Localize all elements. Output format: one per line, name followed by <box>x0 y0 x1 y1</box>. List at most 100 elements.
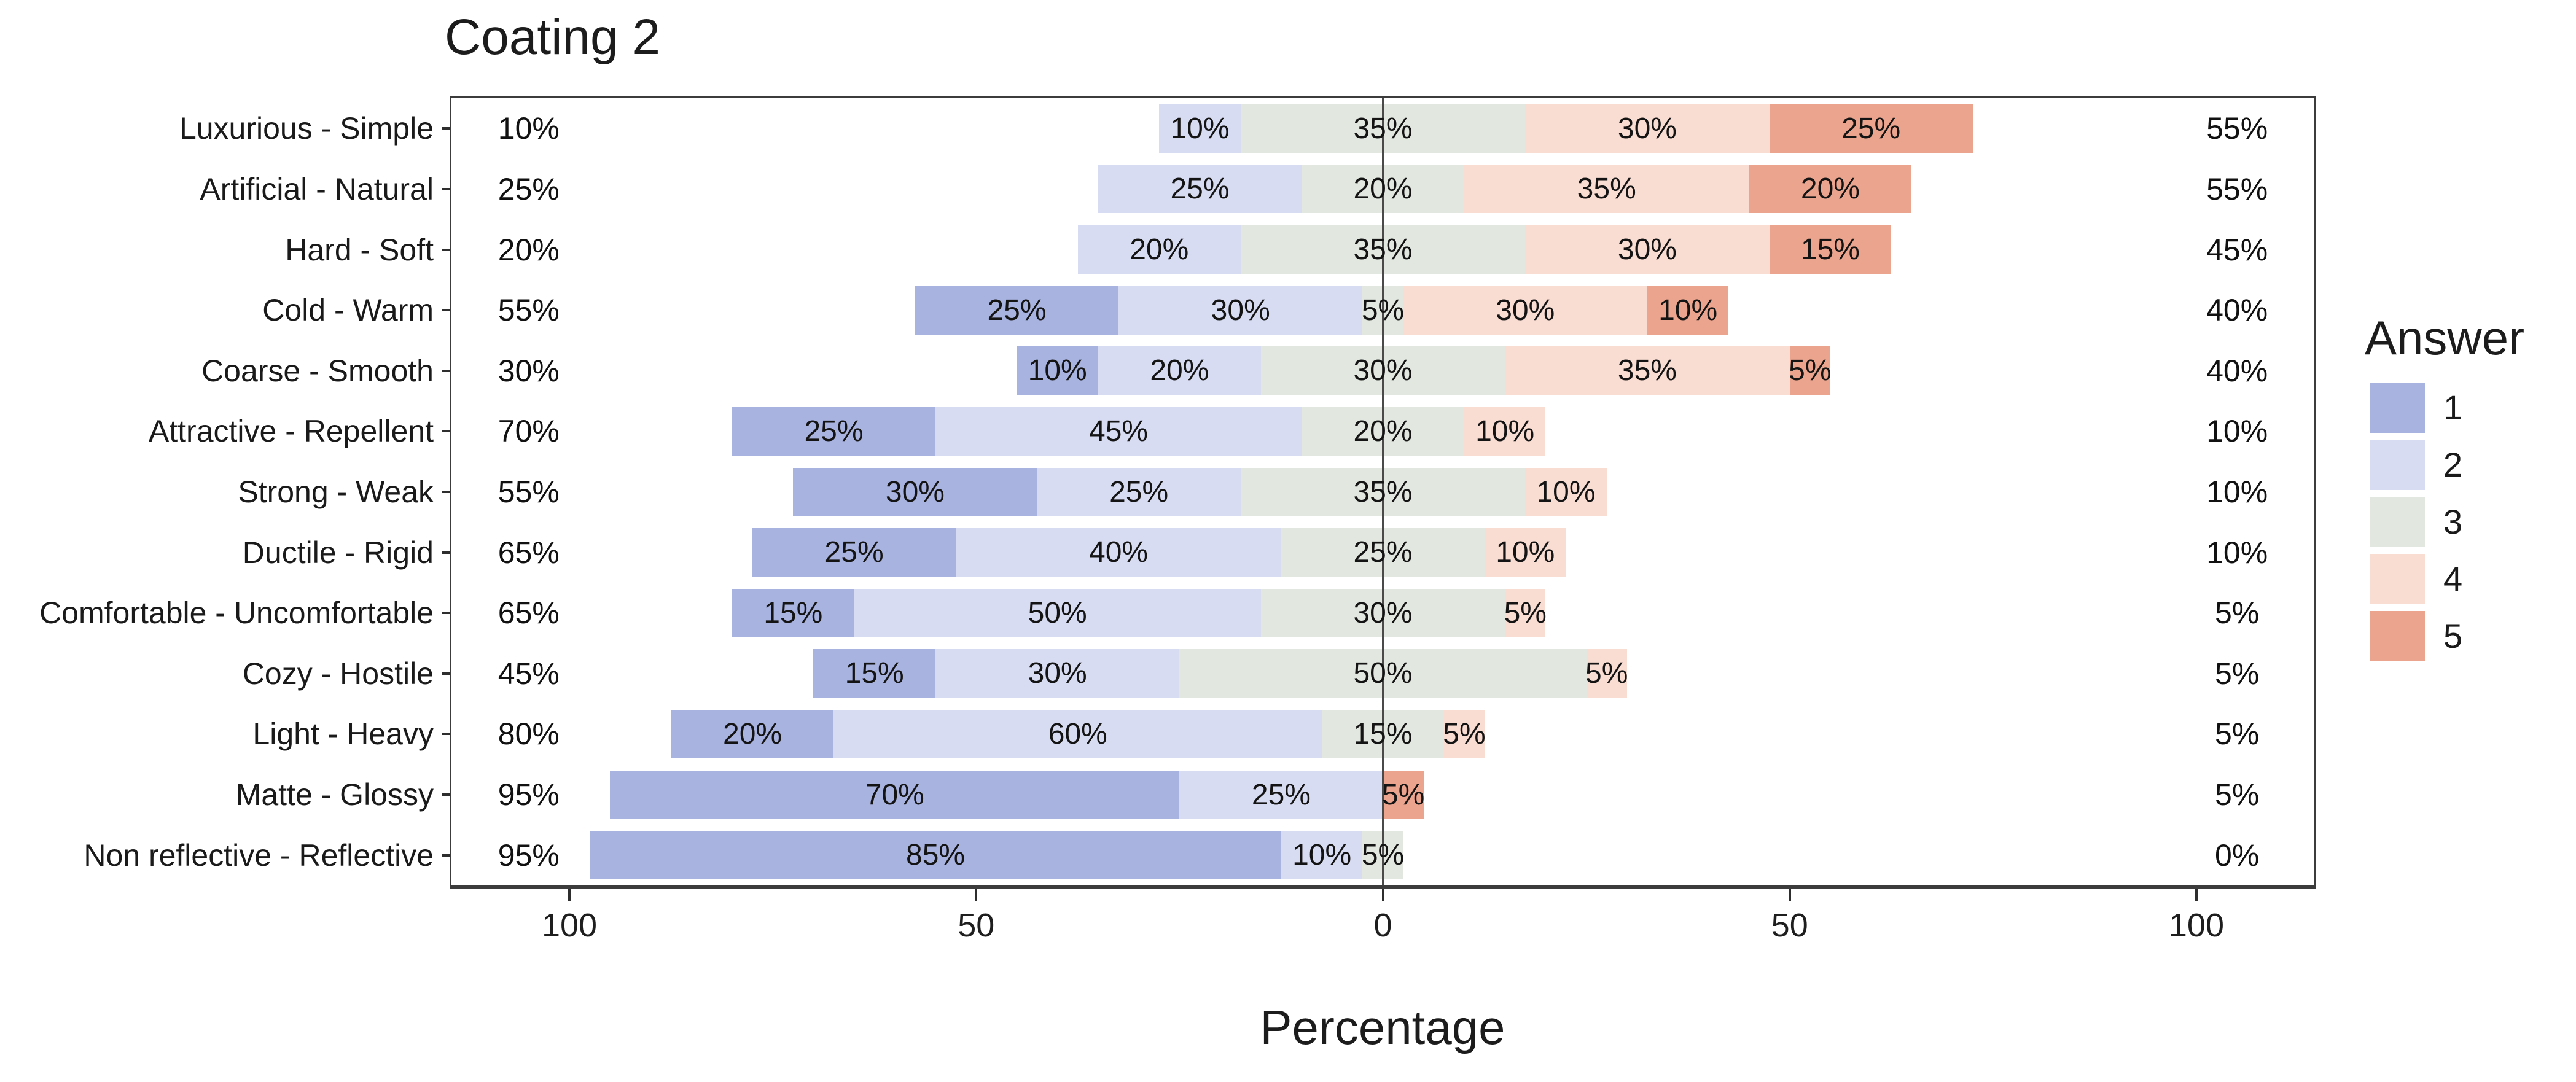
legend-item-label: 4 <box>2443 559 2463 598</box>
y-axis-tick <box>442 309 451 312</box>
bar-segment-value-label: 60% <box>1048 717 1107 750</box>
y-axis-tick <box>442 793 451 796</box>
bar-segment-value-label: 85% <box>906 839 966 872</box>
bar-segment-value-label: 10% <box>1496 536 1555 569</box>
low-total-label: 45% <box>498 656 560 691</box>
category-label: Luxurious - Simple <box>179 111 434 146</box>
bar-segment-value-label: 30% <box>1496 294 1555 327</box>
high-total-label: 45% <box>2206 232 2268 267</box>
legend-item-label: 3 <box>2443 502 2463 541</box>
bar-segment-answer-2 <box>935 407 1302 456</box>
category-label: Comfortable - Uncomfortable <box>39 596 434 631</box>
bar-segment-answer-4 <box>1525 225 1770 274</box>
bar-segment-value-label: 10% <box>1170 112 1230 145</box>
bar-segment-value-label: 70% <box>865 778 924 811</box>
bar-segment-answer-2 <box>833 709 1322 758</box>
bar-segment-value-label: 35% <box>1353 112 1413 145</box>
low-total-label: 10% <box>498 111 560 146</box>
bar-segment-value-label: 35% <box>1617 354 1677 387</box>
x-axis-title: Percentage <box>1260 1000 1505 1054</box>
bar-segment-answer-5 <box>1769 104 1973 153</box>
x-axis-tick-label: 50 <box>1771 907 1808 944</box>
bar-segment-value-label: 25% <box>824 536 884 569</box>
x-axis-tick <box>568 887 571 901</box>
bar-segment-value-label: 25% <box>1353 536 1413 569</box>
bar-segment-answer-2 <box>854 588 1261 637</box>
bar-segment-value-label: 10% <box>1536 475 1596 508</box>
bar-segment-answer-1 <box>793 467 1037 516</box>
bar-segment-value-label: 30% <box>1353 596 1413 629</box>
bar-segment-answer-5 <box>1769 225 1892 274</box>
category-label: Hard - Soft <box>285 232 434 267</box>
bar-segment-value-label: 30% <box>1211 294 1270 327</box>
category-label: Coarse - Smooth <box>201 353 434 388</box>
bar-segment-answer-4 <box>1443 709 1485 758</box>
legend: Answer 1 2 3 4 5 <box>2365 310 2576 740</box>
bar-segment-value-label: 45% <box>1089 415 1149 448</box>
low-total-label: 95% <box>498 777 560 812</box>
bar-segment-value-label: 20% <box>1800 173 1860 206</box>
high-total-label: 55% <box>2206 171 2268 206</box>
category-label: Artificial - Natural <box>200 171 434 206</box>
bar-segment-value-label: 25% <box>987 294 1047 327</box>
bar-segment-answer-1 <box>610 770 1180 819</box>
bar-segment-value-label: 15% <box>1800 233 1860 267</box>
bar-segment-answer-1 <box>590 831 1281 880</box>
bar-segment-answer-4 <box>1505 346 1790 395</box>
low-total-label: 65% <box>498 596 560 631</box>
category-label: Light - Heavy <box>252 717 434 752</box>
x-axis-tick <box>2195 887 2198 901</box>
low-total-label: 95% <box>498 838 560 873</box>
high-total-label: 5% <box>2215 596 2260 631</box>
bar-segment-value-label: 25% <box>1841 112 1901 145</box>
bar-segment-answer-2 <box>935 649 1180 698</box>
legend-swatch-answer-1 <box>2370 383 2425 433</box>
x-axis-tick <box>1788 887 1791 901</box>
x-axis-tick-label: 0 <box>1373 907 1392 944</box>
category-label: Attractive - Repellent <box>148 414 434 449</box>
category-label: Non reflective - Reflective <box>84 838 434 873</box>
bar-segment-value-label: 5% <box>1361 839 1405 872</box>
bar-segment-value-label: 15% <box>763 596 823 629</box>
bar-segment-value-label: 15% <box>1353 717 1413 750</box>
low-total-label: 55% <box>498 475 560 509</box>
bar-segment-value-label: 30% <box>1353 354 1413 387</box>
low-total-label: 25% <box>498 171 560 206</box>
bar-segment-value-label: 5% <box>1504 596 1547 629</box>
y-axis-tick <box>442 551 451 554</box>
high-total-label: 5% <box>2215 777 2260 812</box>
y-axis-tick <box>442 187 451 190</box>
bar-segment-answer-2 <box>956 528 1281 577</box>
bar-segment-answer-1 <box>671 709 834 758</box>
bar-segment-value-label: 10% <box>1028 354 1087 387</box>
bar-segment-value-label: 5% <box>1381 778 1425 811</box>
bar-segment-value-label: 25% <box>804 415 864 448</box>
legend-item-label: 5 <box>2443 617 2463 655</box>
legend-swatch-answer-5 <box>2370 611 2425 661</box>
bar-segment-value-label: 50% <box>1353 657 1413 690</box>
low-total-label: 55% <box>498 293 560 328</box>
high-total-label: 5% <box>2215 717 2260 752</box>
bar-segment-value-label: 30% <box>885 475 945 508</box>
y-axis-tick <box>442 127 451 130</box>
legend-item-label: 2 <box>2443 445 2463 484</box>
y-axis-tick <box>442 854 451 857</box>
high-total-label: 5% <box>2215 656 2260 691</box>
bar-segment-value-label: 25% <box>1251 778 1311 811</box>
bar-segment-value-label: 35% <box>1353 475 1413 508</box>
chart-title: Coating 2 <box>445 9 661 65</box>
bar-segment-answer-2 <box>1159 104 1241 153</box>
high-total-label: 40% <box>2206 353 2268 388</box>
x-axis-tick <box>975 887 978 901</box>
high-total-label: 10% <box>2206 475 2268 509</box>
bar-segment-answer-1 <box>732 588 854 637</box>
bar-segment-answer-2 <box>1077 225 1241 274</box>
legend-swatch-answer-2 <box>2370 440 2425 490</box>
bar-segment-answer-4 <box>1525 467 1607 516</box>
x-axis-tick-label: 50 <box>958 907 995 944</box>
bar-segment-value-label: 25% <box>1109 475 1169 508</box>
bar-segment-answer-5 <box>1383 770 1424 819</box>
bar-segment-value-label: 40% <box>1089 536 1149 569</box>
bar-segment-answer-4 <box>1464 165 1749 214</box>
